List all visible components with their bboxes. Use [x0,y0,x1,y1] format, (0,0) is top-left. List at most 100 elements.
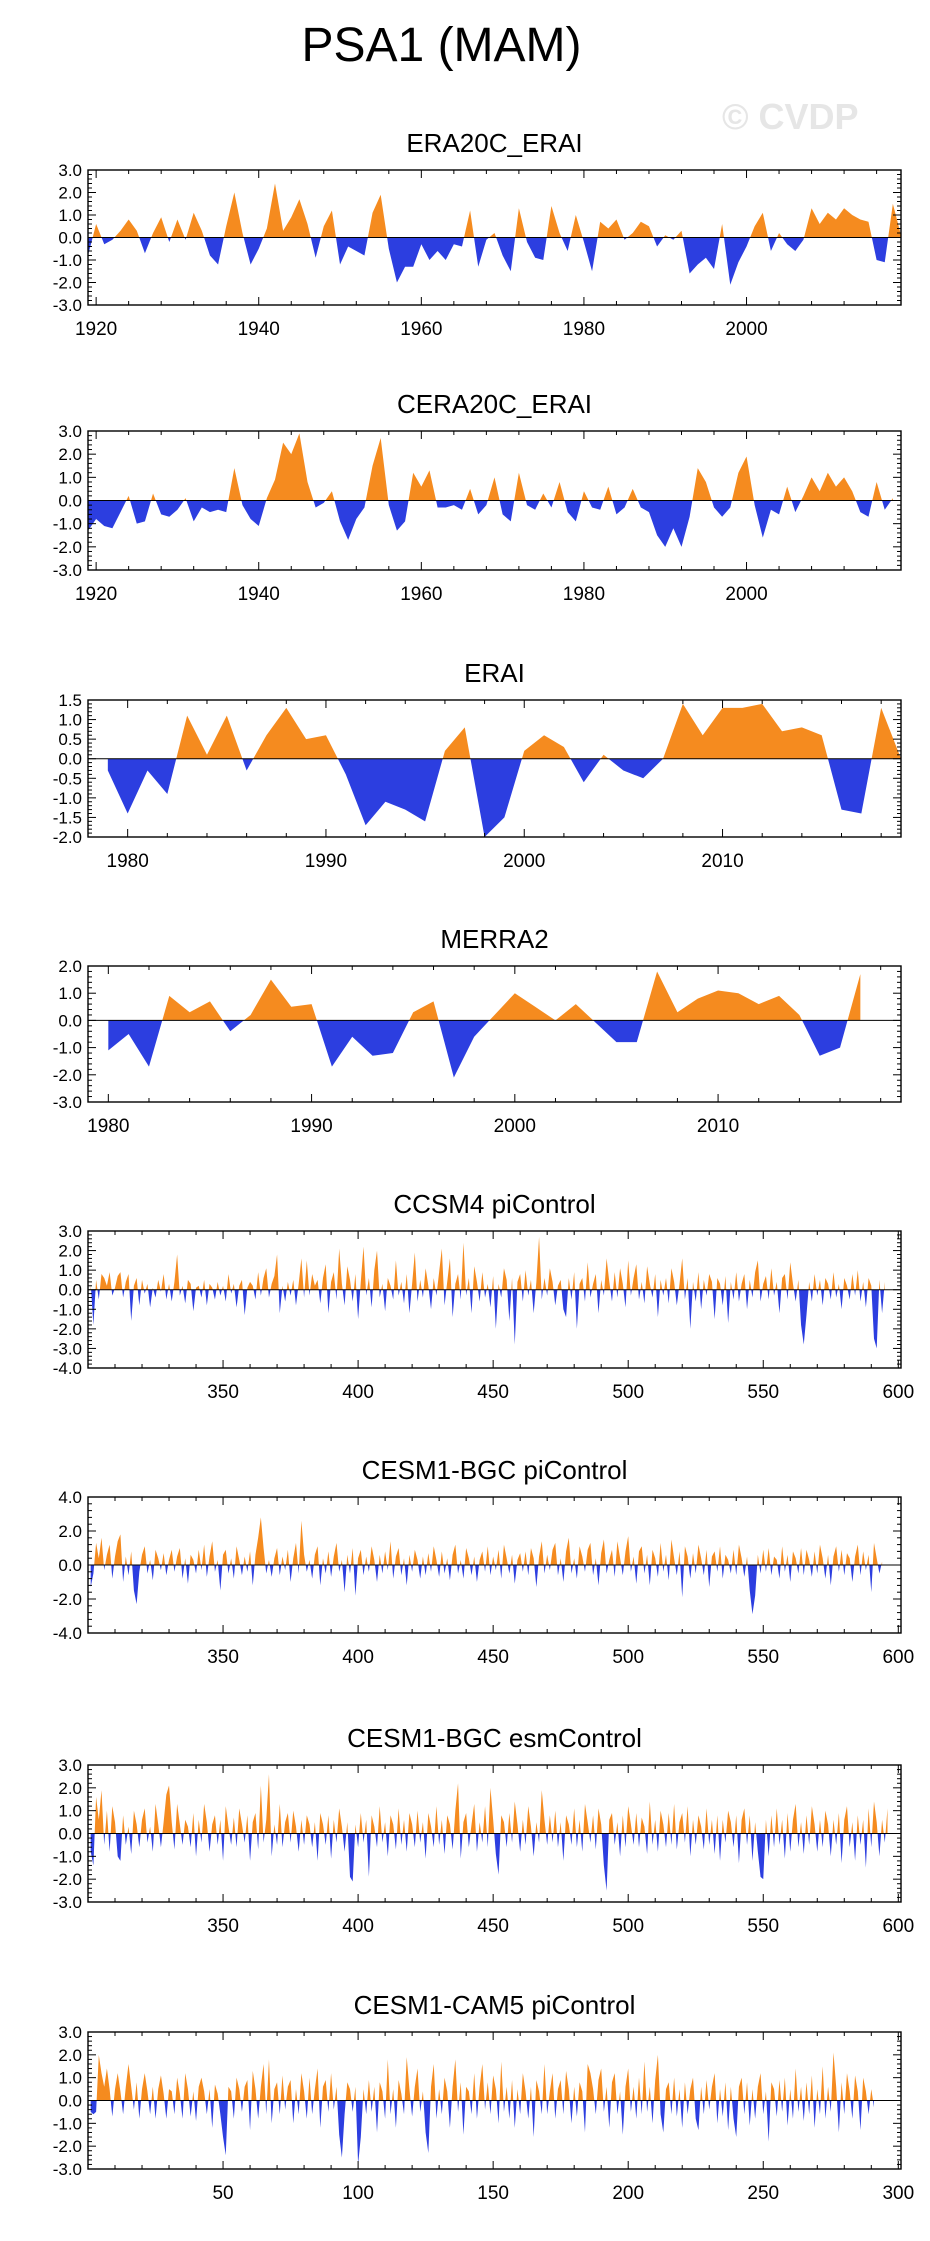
y-tick-label: -3.0 [53,1339,82,1358]
panel-title: ERA20C_ERAI [406,128,582,158]
x-tick-label: 550 [747,1916,779,1937]
y-tick-label: -2.0 [53,828,82,847]
x-tick-label: 600 [882,1647,914,1668]
y-tick-label: 0.5 [58,730,82,749]
y-tick-label: 1.5 [58,691,82,710]
x-tick-label: 300 [882,2183,914,2204]
y-tick-label: -1.5 [53,808,82,827]
x-tick-label: 500 [612,1647,644,1668]
y-tick-label: -2.0 [53,1066,82,1085]
panel-title: CESM1-BGC piControl [362,1455,628,1485]
panel-title: MERRA2 [440,924,548,954]
positive-anomaly-area [108,971,861,1021]
y-tick-label: -0.5 [53,769,82,788]
x-tick-label: 400 [342,1647,374,1668]
y-tick-label: -1.0 [53,251,82,270]
y-tick-label: 0.0 [58,2092,82,2111]
y-tick-label: -3.0 [53,561,82,580]
positive-anomaly-area [88,183,901,238]
y-tick-label: -3.0 [53,2160,82,2179]
y-tick-label: -3.0 [53,1893,82,1912]
y-tick-label: 2.0 [58,1242,82,1261]
negative-anomaly-area [88,237,901,285]
panel-erai: ERAI 1.51.00.50.0-0.5-1.0-1.5-2.0 1980 1990… [53,658,902,872]
panel-cera20c-erai: CERA20C_ERAI 3.0 2.0 1.0 0.0 -1.0 -2.0 -3.0 1920… [53,389,902,605]
plot-frame [87,699,902,838]
y-tick-label: 4.0 [58,1488,82,1507]
y-tick-label: 2.0 [58,1522,82,1541]
x-tick-label: 1990 [290,1116,332,1137]
y-tick-label: -1.0 [53,515,82,534]
y-tick-label: 3.0 [58,161,82,180]
positive-anomaly-area [107,703,901,759]
x-tick-label: 550 [747,1382,779,1403]
page-title: PSA1 (MAM) [301,19,582,72]
x-tick-label: 2000 [494,1116,536,1137]
negative-anomaly-area [90,2100,874,2165]
x-tick-label: 1980 [563,584,605,605]
x-tick-label: 1920 [75,319,117,340]
panel-cesm1-bgc-picontrol: CESM1-BGC piControl 4.0 2.0 0.0 -2.0 -4.0 350 4… [53,1455,914,1668]
panel-cesm1-bgc-esmcontrol: CESM1-BGC esmControl 3.0 2.0 1.0 0.0 -1.0 -2.0… [53,1723,914,1937]
panel-merra2: MERRA2 2.0 1.0 0.0 -1.0 -2.0 -3.0 1980 1990 2000 2… [53,924,902,1137]
panel-cesm1-cam5-picontrol: CESM1-CAM5 piControl 3.0 2.0 1.0 0.0 -1.0 -2.0… [53,1990,914,2204]
y-tick-label: 2.0 [58,184,82,203]
y-tick-label: -1.0 [53,789,82,808]
negative-anomaly-area [107,758,901,837]
y-tick-label: 3.0 [58,1222,82,1241]
x-tick-label: 250 [747,2183,779,2204]
x-tick-label: 600 [882,1916,914,1937]
y-tick-label: -3.0 [53,296,82,315]
y-tick-label: 0.0 [58,1825,82,1844]
negative-anomaly-area [90,1565,883,1615]
y-tick-label: 1.0 [58,984,82,1003]
x-tick-label: 1940 [238,319,280,340]
x-tick-label: 2000 [725,584,767,605]
positive-anomaly-area [90,2052,874,2101]
negative-anomaly-area [90,1289,885,1349]
panel-era20c-erai: ERA20C_ERAI 3.0 2.0 1.0 0.0 -1.0 -2.0 -3.0 1920 1… [53,128,902,340]
y-tick-label: -1.0 [53,1847,82,1866]
y-tick-label: 0.0 [58,229,82,248]
x-tick-label: 2000 [503,851,545,872]
panel-title: CERA20C_ERAI [397,389,592,419]
y-tick-label: -2.0 [53,2137,82,2156]
y-tick-label: -1.0 [53,2114,82,2133]
y-tick-label: 0.0 [58,492,82,511]
x-tick-label: 450 [477,1916,509,1937]
positive-anomaly-area [90,1517,883,1565]
x-tick-label: 2000 [725,319,767,340]
x-tick-label: 450 [477,1647,509,1668]
x-tick-label: 350 [207,1647,239,1668]
negative-anomaly-area [90,1833,888,1891]
panel-title: CESM1-BGC esmControl [347,1723,642,1753]
panel-ccsm4-picontrol: CCSM4 piControl 3.02.01.00.0-1.0-2.0-3.0-… [53,1189,914,1403]
y-tick-label: 0.0 [58,1011,82,1030]
x-tick-label: 400 [342,1916,374,1937]
negative-anomaly-area [88,500,893,547]
panel-title: CESM1-CAM5 piControl [354,1990,636,2020]
y-tick-label: 3.0 [58,1756,82,1775]
panel-title: CCSM4 piControl [393,1189,595,1219]
x-tick-label: 2010 [701,851,743,872]
positive-anomaly-area [90,1236,885,1290]
y-tick-label: 0.0 [58,750,82,769]
y-tick-label: 0.0 [58,1281,82,1300]
y-tick-label: -1.0 [53,1039,82,1058]
x-tick-label: 550 [747,1647,779,1668]
x-tick-label: 150 [477,2183,509,2204]
y-tick-label: -2.0 [53,1590,82,1609]
y-tick-label: 2.0 [58,1779,82,1798]
positive-anomaly-area [90,1774,888,1834]
y-tick-label: -2.0 [53,538,82,557]
x-tick-label: 200 [612,2183,644,2204]
y-tick-label: 1.0 [58,1261,82,1280]
x-tick-label: 500 [612,1916,644,1937]
x-tick-label: 450 [477,1382,509,1403]
x-tick-label: 100 [342,2183,374,2204]
x-tick-label: 1960 [400,319,442,340]
x-tick-label: 1980 [107,851,149,872]
x-tick-label: 1920 [75,584,117,605]
x-tick-label: 1980 [87,1116,129,1137]
y-tick-label: 1.0 [58,711,82,730]
